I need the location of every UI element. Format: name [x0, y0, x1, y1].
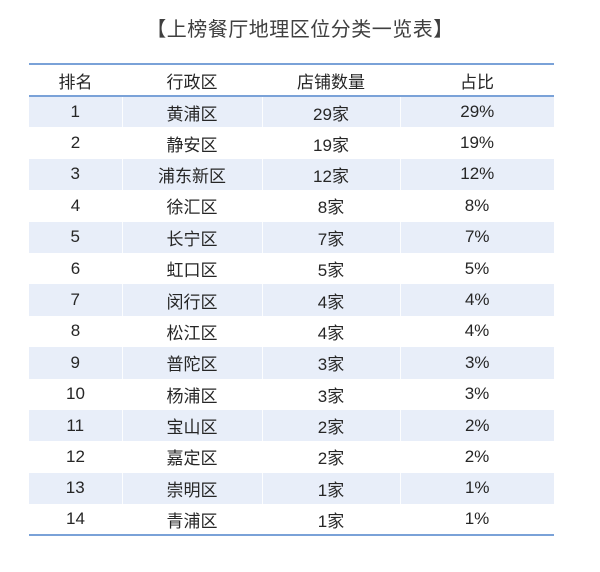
cell-rank: 11	[29, 409, 123, 442]
table-row: 7 闵行区 4家 4%	[29, 284, 554, 316]
header-row: 排名 行政区 店铺数量 占比	[29, 64, 554, 97]
cell-store-count: 4家	[317, 323, 345, 343]
cell-share: 5%	[464, 258, 490, 278]
col-header-store-count: 店铺数量	[262, 64, 400, 97]
cell-store-count: 8家	[317, 198, 345, 218]
cell-district: 黄浦区	[122, 96, 263, 128]
cell-store-count: 2家	[317, 449, 345, 469]
cell-rank: 5	[29, 221, 123, 253]
cell-district: 普陀区	[122, 347, 263, 379]
cell-district: 嘉定区	[166, 449, 218, 469]
table-row: 14 青浦区 1家 1%	[29, 504, 554, 535]
cell-share: 3%	[464, 352, 490, 372]
cell-store-count: 4家	[262, 284, 401, 316]
cell-store-count: 2家	[262, 409, 401, 442]
table-row: 2 静安区 19家 19%	[29, 127, 554, 158]
col-header-district: 行政区	[122, 64, 262, 97]
cell-share: 2%	[464, 415, 490, 435]
cell-district: 静安区	[166, 135, 218, 155]
cell-share: 3%	[464, 384, 490, 404]
cell-rank: 7	[29, 284, 123, 316]
cell-rank: 4	[70, 195, 81, 215]
table-row: 1 黄浦区 29家 29%	[29, 96, 554, 128]
cell-district: 崇明区	[122, 472, 263, 505]
cell-share: 12%	[460, 164, 495, 184]
cell-district: 宝山区	[122, 409, 263, 442]
table-row: 10 杨浦区 3家 3%	[29, 379, 554, 410]
table-row: 8 松江区 4家 4%	[29, 316, 554, 347]
cell-rank: 10	[66, 384, 85, 404]
cell-share: 7%	[464, 227, 490, 247]
cell-rank: 1	[29, 96, 123, 128]
col-header-share: 占比	[400, 64, 554, 97]
cell-store-count: 3家	[262, 347, 401, 379]
cell-share: 19%	[459, 133, 495, 153]
cell-rank: 9	[29, 347, 123, 379]
cell-share: 29%	[460, 102, 495, 122]
cell-district: 杨浦区	[166, 386, 218, 406]
cell-rank: 12	[66, 446, 85, 466]
cell-district: 长宁区	[122, 221, 263, 253]
table-body: 1 黄浦区 29家 29% 2 静安区 19家 19% 3 浦东新区 12家 12% 4 徐汇区 8家 8% 5…	[29, 96, 554, 535]
cell-district: 浦东新区	[122, 158, 263, 191]
table-row: 6 虹口区 5家 5%	[29, 253, 554, 284]
table-row: 3 浦东新区 12家 12%	[29, 158, 554, 191]
cell-share: 4%	[464, 321, 490, 341]
cell-store-count: 12家	[262, 158, 401, 191]
cell-rank: 6	[70, 258, 81, 278]
cell-store-count: 7家	[262, 221, 401, 253]
cell-district: 徐汇区	[166, 198, 218, 218]
table-header: 排名 行政区 店铺数量 占比	[29, 64, 554, 97]
cell-district: 松江区	[166, 323, 218, 343]
table-title: 【上榜餐厅地理区位分类一览表】	[146, 19, 454, 41]
table-row: 4 徐汇区 8家 8%	[29, 190, 554, 221]
geo-location-table: 排名 行政区 店铺数量 占比 1 黄浦区 29家 29% 2 静安区 19家 19% 3 浦东新区…	[29, 63, 554, 537]
cell-rank: 13	[29, 472, 123, 505]
cell-store-count: 3家	[317, 386, 345, 406]
cell-share: 4%	[464, 290, 490, 310]
cell-rank: 14	[66, 509, 85, 529]
col-header-rank: 排名	[29, 64, 122, 97]
cell-district: 闵行区	[122, 284, 263, 316]
cell-rank: 8	[70, 321, 81, 341]
cell-district: 青浦区	[166, 511, 218, 531]
cell-store-count: 1家	[262, 472, 401, 505]
cell-share: 1%	[464, 509, 490, 529]
cell-share: 8%	[464, 195, 490, 215]
table-row: 12 嘉定区 2家 2%	[29, 441, 554, 472]
cell-rank: 2	[70, 133, 81, 153]
table-row: 11 宝山区 2家 2%	[29, 409, 554, 442]
cell-store-count: 1家	[317, 511, 345, 531]
cell-district: 虹口区	[166, 261, 218, 281]
cell-share: 2%	[464, 446, 490, 466]
table-row: 13 崇明区 1家 1%	[29, 472, 554, 505]
cell-store-count: 19家	[313, 135, 349, 155]
cell-store-count: 5家	[317, 261, 345, 281]
cell-store-count: 29家	[262, 96, 401, 128]
cell-share: 1%	[464, 478, 490, 498]
cell-rank: 3	[29, 158, 123, 191]
table-row: 9 普陀区 3家 3%	[29, 347, 554, 379]
table-row: 5 长宁区 7家 7%	[29, 221, 554, 253]
